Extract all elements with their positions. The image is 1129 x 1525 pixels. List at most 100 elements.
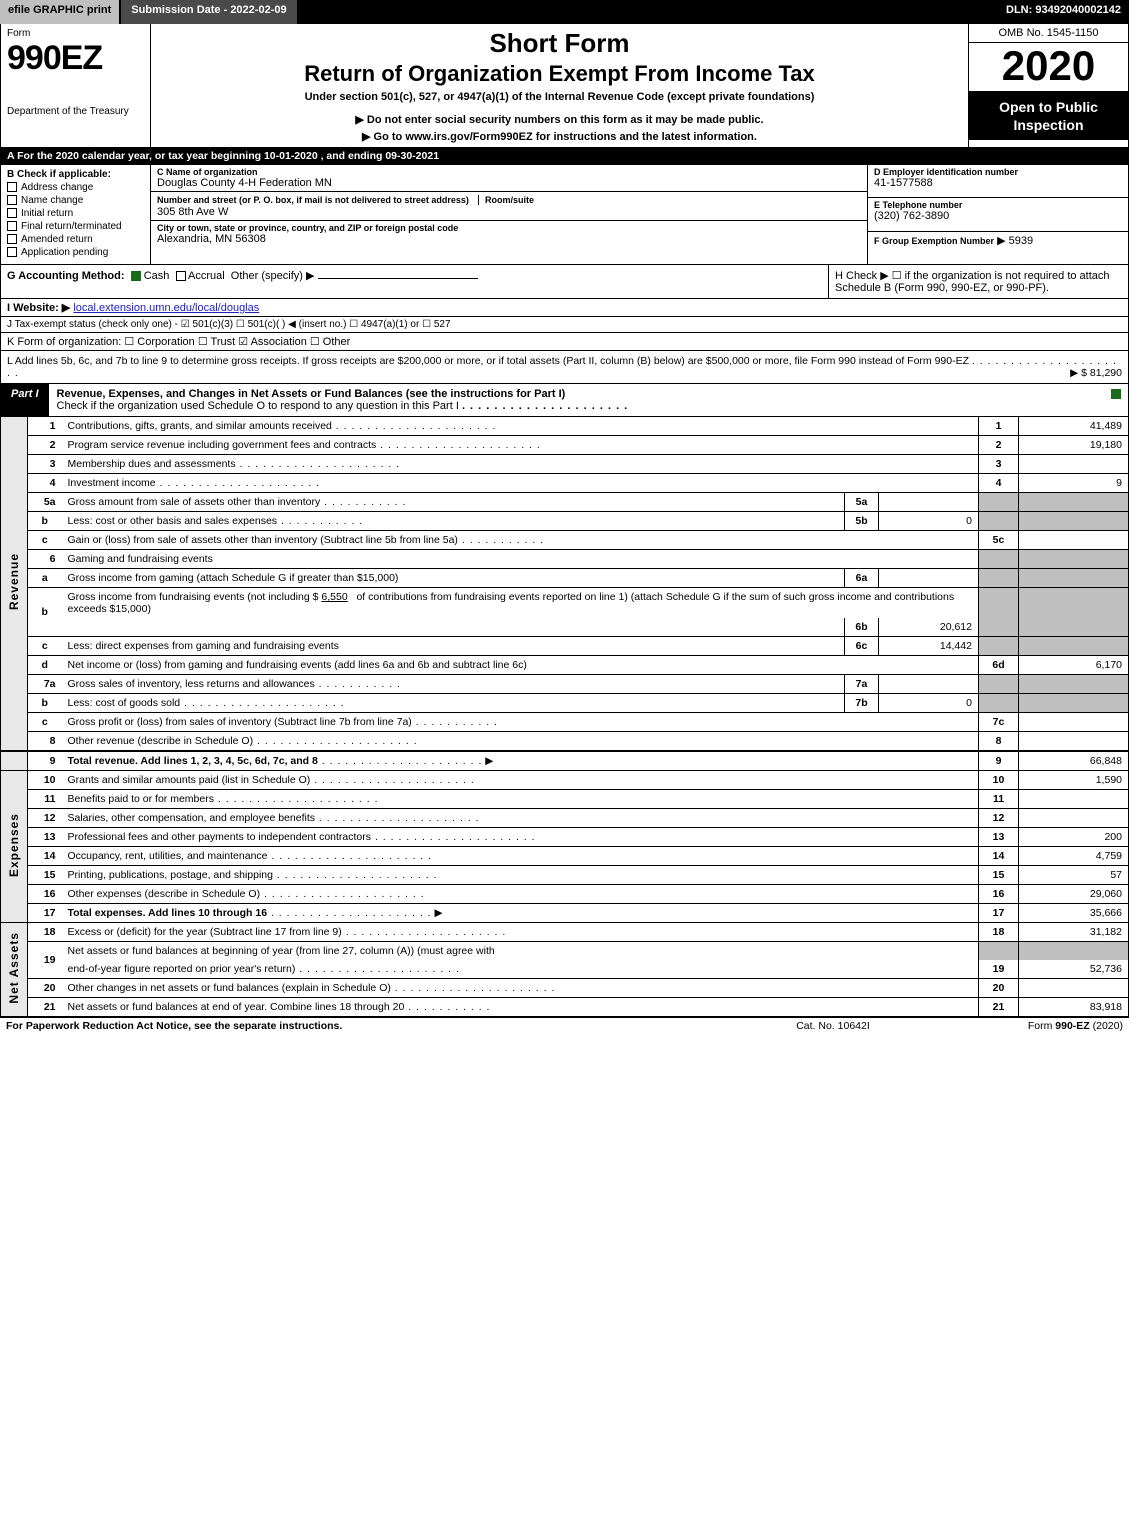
ln-21-val: 83,918: [1019, 998, 1129, 1017]
ln-3-desc: Membership dues and assessments: [68, 458, 236, 470]
g-other: Other (specify) ▶: [231, 270, 315, 282]
ln-4-val: 9: [1019, 474, 1129, 493]
ln-15-val: 57: [1019, 866, 1129, 885]
ln-6c-sn: 6c: [845, 637, 879, 656]
ln-19-val: 52,736: [1019, 960, 1129, 979]
ln-21-box: 21: [979, 998, 1019, 1017]
ln-6d-val: 6,170: [1019, 656, 1129, 675]
h-text: H Check ▶ ☐ if the organization is not r…: [828, 265, 1128, 298]
f-label: F Group Exemption Number: [874, 236, 994, 246]
ln-21-desc: Net assets or fund balances at end of ye…: [68, 1001, 405, 1013]
ln-18-desc: Excess or (deficit) for the year (Subtra…: [68, 926, 342, 938]
ln-9-val: 66,848: [1019, 751, 1129, 771]
ln-8-box: 8: [979, 732, 1019, 752]
ln-5b-sv: 0: [879, 512, 979, 531]
ssn-warning: ▶ Do not enter social security numbers o…: [157, 113, 962, 126]
section-def: D Employer identification number 41-1577…: [868, 165, 1128, 264]
g-other-input[interactable]: [318, 278, 478, 279]
chk-address-change[interactable]: [7, 182, 17, 192]
sidebar-expenses: Expenses: [7, 813, 21, 877]
chk-cash[interactable]: [131, 271, 141, 281]
form-number: 990EZ: [7, 39, 144, 78]
ln-7c-box: 7c: [979, 713, 1019, 732]
city-state-zip: Alexandria, MN 56308: [157, 233, 861, 245]
ln-9-box: 9: [979, 751, 1019, 771]
ln-1-box: 1: [979, 417, 1019, 436]
dln: DLN: 93492040002142: [998, 0, 1129, 24]
ln-14-val: 4,759: [1019, 847, 1129, 866]
ln-16-val: 29,060: [1019, 885, 1129, 904]
part1-schedule-o-checkbox[interactable]: [1111, 389, 1121, 399]
section-subtitle: Under section 501(c), 527, or 4947(a)(1)…: [157, 91, 962, 103]
top-bar: efile GRAPHIC print Submission Date - 20…: [0, 0, 1129, 24]
ln-11-val: [1019, 790, 1129, 809]
ln-5c-desc: Gain or (loss) from sale of assets other…: [68, 534, 458, 546]
entity-block: B Check if applicable: Address change Na…: [0, 165, 1129, 265]
ln-5a-desc: Gross amount from sale of assets other t…: [68, 496, 321, 508]
ln-19a-desc: Net assets or fund balances at beginning…: [62, 942, 979, 961]
b-opt-4: Amended return: [21, 234, 93, 245]
ln-17-desc: Total expenses. Add lines 10 through 16: [68, 907, 268, 919]
i-label: I Website: ▶: [7, 302, 70, 314]
line-a: A For the 2020 calendar year, or tax yea…: [0, 148, 1129, 165]
ln-19b-desc: end-of-year figure reported on prior yea…: [68, 963, 296, 975]
ln-1-desc: Contributions, gifts, grants, and simila…: [68, 420, 332, 432]
ln-5b-desc: Less: cost or other basis and sales expe…: [68, 515, 278, 527]
ln-5b-sn: 5b: [845, 512, 879, 531]
ln-6b-amt: 6,550: [321, 591, 347, 603]
ln-7a-sn: 7a: [845, 675, 879, 694]
open-public: Open to Public Inspection: [969, 92, 1128, 140]
e-label: E Telephone number: [874, 200, 1122, 210]
ln-7b-desc: Less: cost of goods sold: [68, 697, 181, 709]
b-opt-1: Name change: [21, 195, 83, 206]
ln-17-box: 17: [979, 904, 1019, 923]
ln-2-desc: Program service revenue including govern…: [68, 439, 377, 451]
gh-row: G Accounting Method: Cash Accrual Other …: [0, 265, 1129, 299]
ln-11-desc: Benefits paid to or for members: [68, 793, 214, 805]
short-form-title: Short Form: [157, 28, 962, 59]
chk-pending[interactable]: [7, 247, 17, 257]
ln-6d-desc: Net income or (loss) from gaming and fun…: [68, 659, 527, 671]
ln-7c-val: [1019, 713, 1129, 732]
ln-7b-sn: 7b: [845, 694, 879, 713]
ln-10-desc: Grants and similar amounts paid (list in…: [68, 774, 311, 786]
ln-11-box: 11: [979, 790, 1019, 809]
ln-14-desc: Occupancy, rent, utilities, and maintena…: [68, 850, 268, 862]
ln-16-desc: Other expenses (describe in Schedule O): [68, 888, 261, 900]
ln-6a-desc: Gross income from gaming (attach Schedul…: [68, 572, 399, 584]
ln-6b-sv: 20,612: [879, 618, 979, 637]
c-label: C Name of organization: [157, 167, 861, 177]
ln-10-val: 1,590: [1019, 771, 1129, 790]
ln-3-box: 3: [979, 455, 1019, 474]
website-link[interactable]: local.extension.umn.edu/local/douglas: [73, 302, 259, 314]
ln-3-val: [1019, 455, 1129, 474]
ln-2-box: 2: [979, 436, 1019, 455]
ln-8-val: [1019, 732, 1129, 752]
chk-initial-return[interactable]: [7, 208, 17, 218]
goto-link[interactable]: ▶ Go to www.irs.gov/Form990EZ for instru…: [157, 130, 962, 143]
form-header: Form 990EZ Department of the Treasury Sh…: [0, 24, 1129, 148]
chk-accrual[interactable]: [176, 271, 186, 281]
return-title: Return of Organization Exempt From Incom…: [157, 61, 962, 87]
ln-13-desc: Professional fees and other payments to …: [68, 831, 372, 843]
chk-amended[interactable]: [7, 234, 17, 244]
footer-left: For Paperwork Reduction Act Notice, see …: [6, 1020, 723, 1032]
ln-20-desc: Other changes in net assets or fund bala…: [68, 982, 391, 994]
city-label: City or town, state or province, country…: [157, 223, 861, 233]
g-label: G Accounting Method:: [7, 270, 125, 282]
ln-6b-pre: Gross income from fundraising events (no…: [68, 591, 319, 603]
ln-18-val: 31,182: [1019, 923, 1129, 942]
part1-table: Revenue 1 Contributions, gifts, grants, …: [0, 417, 1129, 1017]
ln-17-val: 35,666: [1019, 904, 1129, 923]
ln-6a-sv: [879, 569, 979, 588]
ln-6-desc: Gaming and fundraising events: [62, 550, 979, 569]
chk-final-return[interactable]: [7, 221, 17, 231]
efile-print-button[interactable]: efile GRAPHIC print: [0, 0, 121, 24]
b-opt-2: Initial return: [21, 208, 73, 219]
line-k: K Form of organization: ☐ Corporation ☐ …: [0, 333, 1129, 351]
footer-right: Form 990-EZ (2020): [1028, 1020, 1123, 1032]
footer-mid: Cat. No. 10642I: [723, 1020, 943, 1032]
ln-6d-box: 6d: [979, 656, 1019, 675]
chk-name-change[interactable]: [7, 195, 17, 205]
ln-5c-val: [1019, 531, 1129, 550]
